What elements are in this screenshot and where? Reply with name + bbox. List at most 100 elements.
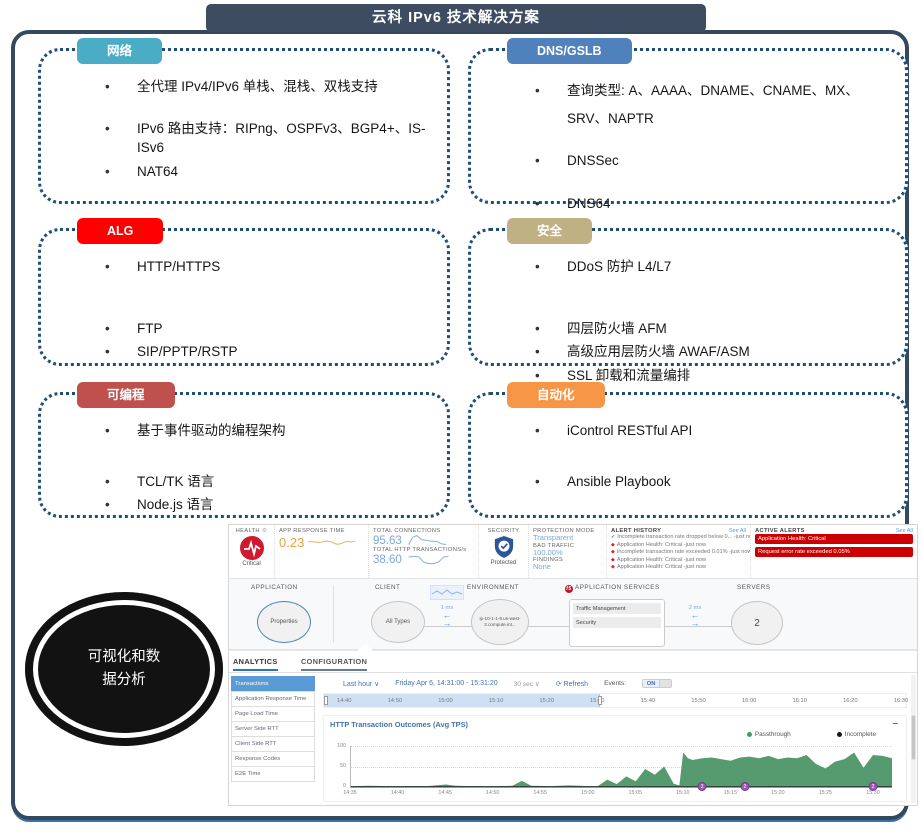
active-alert-badge: Request error rate exceeded 0.05%: [755, 547, 913, 557]
bullet-item: TCL/TK 语言: [103, 472, 429, 492]
visualization-callout: 可视化和数 据分析: [25, 592, 223, 746]
legend-passthrough[interactable]: Passthrough: [746, 731, 791, 738]
service-item[interactable]: Security: [573, 617, 661, 628]
dashboard-tabs: ANALYTICS CONFIGURATION: [229, 653, 917, 673]
servers-node[interactable]: 2: [731, 601, 783, 645]
bullet-item: SIP/PPTP/RSTP: [103, 342, 429, 362]
callout-line1: 可视化和数: [87, 648, 161, 665]
feature-box-automation: 自动化 iControl RESTful API Ansible Playboo…: [468, 382, 908, 518]
vertical-scrollbar[interactable]: [911, 675, 916, 803]
environment-node[interactable]: ip-10-1-1-9.us-west-2.compute.int...: [471, 599, 529, 645]
slide-title: 云科 IPv6 技术解决方案: [206, 4, 706, 32]
bullet-item: NAT64: [103, 162, 429, 182]
time-brush-bar[interactable]: 14:4014:5015:0015:1015:2015:3015:4015:50…: [323, 693, 908, 708]
scrollbar-thumb[interactable]: [911, 715, 916, 760]
sidebar-item[interactable]: Transactions: [231, 676, 315, 691]
latency-value-2: 2 ms: [688, 605, 702, 611]
active-alerts-widget: ACTIVE ALERTS See All Application Health…: [751, 525, 917, 578]
alert-status-icon: ✔: [611, 534, 616, 540]
map-divider: [333, 585, 334, 643]
alert-history-item: ◆ Application Health: Critical -just now: [611, 542, 746, 550]
refresh-icon: ⟳: [555, 680, 562, 688]
interval-dropdown[interactable]: 30 sec ∨: [513, 680, 540, 688]
application-services-box: Traffic Management Security: [569, 599, 665, 647]
shield-check-icon: [494, 536, 513, 558]
sidebar-item[interactable]: E2E Time: [231, 766, 315, 782]
client-latency: 1 ms ← →: [429, 605, 465, 628]
alert-history-list: ✔ Incomplete transaction rate dropped be…: [611, 534, 750, 572]
sparkline-transactions: [408, 555, 449, 565]
feature-box-network: 网络 全代理 IPv4/IPv6 单栈、混栈、双栈支持 IPv6 路由支持：RI…: [38, 38, 450, 204]
passthrough-area-series: [351, 752, 892, 787]
brush-handle-right[interactable]: [597, 696, 602, 705]
analytics-dashboard: HEALTH ⚙ Critical APP RESPONSE TIME 0.23…: [228, 524, 918, 806]
refresh-button[interactable]: ⟳ Refresh: [555, 680, 589, 688]
event-marker[interactable]: 2: [697, 782, 707, 791]
service-item[interactable]: Traffic Management: [573, 603, 661, 614]
active-alerts-see-all-link[interactable]: See All: [895, 528, 913, 534]
bullet-item: 高级应用层防火墙 AWAF/ASM: [533, 342, 887, 362]
active-alerts-title: ACTIVE ALERTS: [755, 528, 805, 534]
findings-value: None: [533, 562, 551, 571]
gear-icon[interactable]: ⚙: [261, 528, 268, 534]
latency-value-1: 1 ms: [440, 605, 454, 611]
total-connections-value: 95.63: [373, 534, 402, 547]
analytics-sidebar: Transactions Application Response Time Pag…: [231, 676, 315, 782]
sidebar-item[interactable]: Response Codes: [231, 751, 315, 766]
feature-box-automation-label: 自动化: [507, 382, 605, 408]
alert-history-see-all-link[interactable]: See All: [728, 528, 746, 534]
client-section-label: CLIENT: [375, 584, 401, 591]
collapse-icon[interactable]: –: [892, 718, 898, 729]
bad-traffic-value: 100.00%: [533, 547, 563, 557]
events-toggle-state: ON: [643, 680, 660, 687]
event-marker[interactable]: 2: [740, 782, 750, 791]
alert-status-icon: ◆: [611, 541, 615, 548]
arrow-left-icon: ←: [690, 610, 700, 620]
bullet-item: FTP: [103, 319, 429, 339]
alert-history-item: ✔ Incomplete transaction rate dropped be…: [611, 534, 750, 542]
sidebar-item[interactable]: Application Response Time: [231, 691, 315, 706]
total-transactions-value: 38.60: [373, 553, 402, 566]
brush-handle-left[interactable]: [324, 696, 328, 705]
f5-logo-icon: f5: [565, 585, 573, 593]
client-node[interactable]: All Types: [371, 601, 425, 643]
active-alerts-list: Application Health: Critical Request erro…: [755, 534, 913, 557]
arrow-right-icon: →: [690, 618, 700, 628]
app-response-label: APP RESPONSE TIME: [279, 528, 345, 534]
sidebar-item[interactable]: Client Side RTT: [231, 736, 315, 751]
totals-widget: TOTAL CONNECTIONS 95.63 TOTAL HTTP TRANS…: [369, 525, 479, 578]
health-widget: HEALTH ⚙ Critical: [229, 525, 275, 578]
latency-sparkline-thumb: [430, 585, 464, 600]
selected-time-band[interactable]: [324, 694, 601, 707]
legend-incomplete[interactable]: Incomplete: [836, 731, 876, 738]
event-marker[interactable]: 2: [868, 782, 878, 791]
toggle-knob[interactable]: [659, 680, 672, 687]
protection-widget: PROTECTION MODE Transparent BAD TRAFFIC …: [529, 525, 607, 578]
time-range-dropdown[interactable]: Last hour ∨: [343, 680, 380, 688]
gridline-100: [351, 746, 892, 747]
feature-box-security: 安全 DDoS 防护 L4/L7 四层防火墙 AFM 高级应用层防火墙 AWAF…: [468, 218, 908, 385]
bullet-item: HTTP/HTTPS: [103, 257, 429, 277]
sidebar-item[interactable]: Page Load Time: [231, 706, 315, 721]
feature-box-programmable-label: 可编程: [77, 382, 175, 408]
alert-history-item: ◆ Application Health: Critical -just now: [611, 557, 746, 565]
alert-status-icon: ◆: [611, 549, 615, 556]
tab-analytics[interactable]: ANALYTICS: [233, 657, 278, 671]
protection-mode-label: PROTECTION MODE: [533, 528, 595, 534]
total-transactions-label: TOTAL HTTP TRANSACTIONS/s: [373, 547, 467, 553]
tab-configuration[interactable]: CONFIGURATION: [301, 657, 368, 671]
sidebar-item[interactable]: Server Side RTT: [231, 721, 315, 736]
bullet-item: SSL 卸载和流量编排: [533, 366, 887, 386]
events-toggle[interactable]: ON: [642, 679, 673, 688]
application-services-label: f5 APPLICATION SERVICES: [565, 584, 660, 593]
feature-box-network-label: 网络: [77, 38, 163, 64]
servers-section-label: SERVERS: [737, 584, 771, 591]
bullet-item: 四层防火墙 AFM: [533, 319, 887, 339]
x-axis-labels: 14:35 14:40 14:45 14:50 14:55 15:00 15:05 15:10…: [343, 790, 880, 796]
application-node[interactable]: Properties: [257, 601, 311, 643]
feature-box-alg: ALG HTTP/HTTPS FTP SIP/PPTP/RSTP: [38, 218, 450, 366]
alert-history-item: ◆ Application Health: Critical -just now: [611, 564, 746, 572]
bullet-item: 查询类型: A、AAAA、DNAME、CNAME、MX、SRV、NAPTR: [533, 77, 878, 132]
feature-box-security-label: 安全: [507, 218, 593, 244]
